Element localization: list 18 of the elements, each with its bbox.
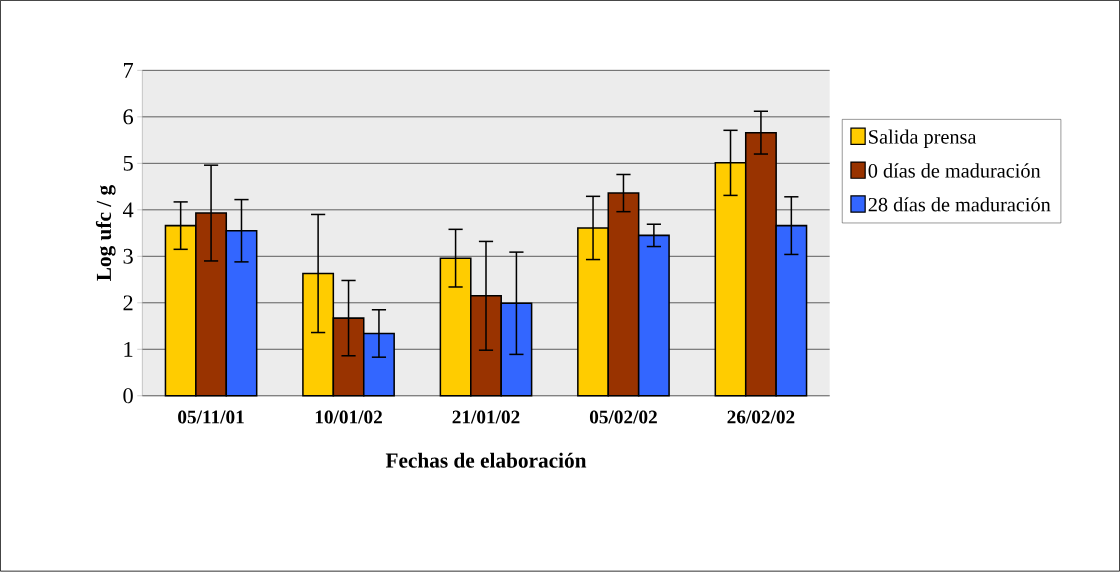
x-tick-label: 26/02/02 — [727, 410, 795, 424]
y-tick-label: 2 — [123, 295, 133, 311]
x-tick-label: 05/02/02 — [589, 410, 657, 424]
y-tick-label: 4 — [122, 202, 134, 218]
y-tick-label: 1 — [124, 342, 133, 357]
y-tick-label: 6 — [123, 109, 134, 125]
y-tick-label: 7 — [124, 63, 134, 78]
legend-label: 28 días de maduración — [868, 197, 1051, 212]
x-tick-label: 21/01/02 — [452, 410, 520, 424]
x-tick-label: 10/01/02 — [315, 410, 382, 424]
x-axis-title: Fechas de elaboración — [385, 452, 587, 468]
legend-label: 0 días de maduración — [868, 163, 1041, 178]
y-tick-label: 0 — [123, 388, 133, 404]
y-axis-title: Log ufc / g — [95, 185, 116, 282]
x-tick-label: 05/11/01 — [178, 410, 244, 424]
y-tick-label: 5 — [123, 156, 133, 171]
y-tick-label: 3 — [123, 249, 133, 265]
legend-label: Salida prensa — [869, 129, 977, 149]
